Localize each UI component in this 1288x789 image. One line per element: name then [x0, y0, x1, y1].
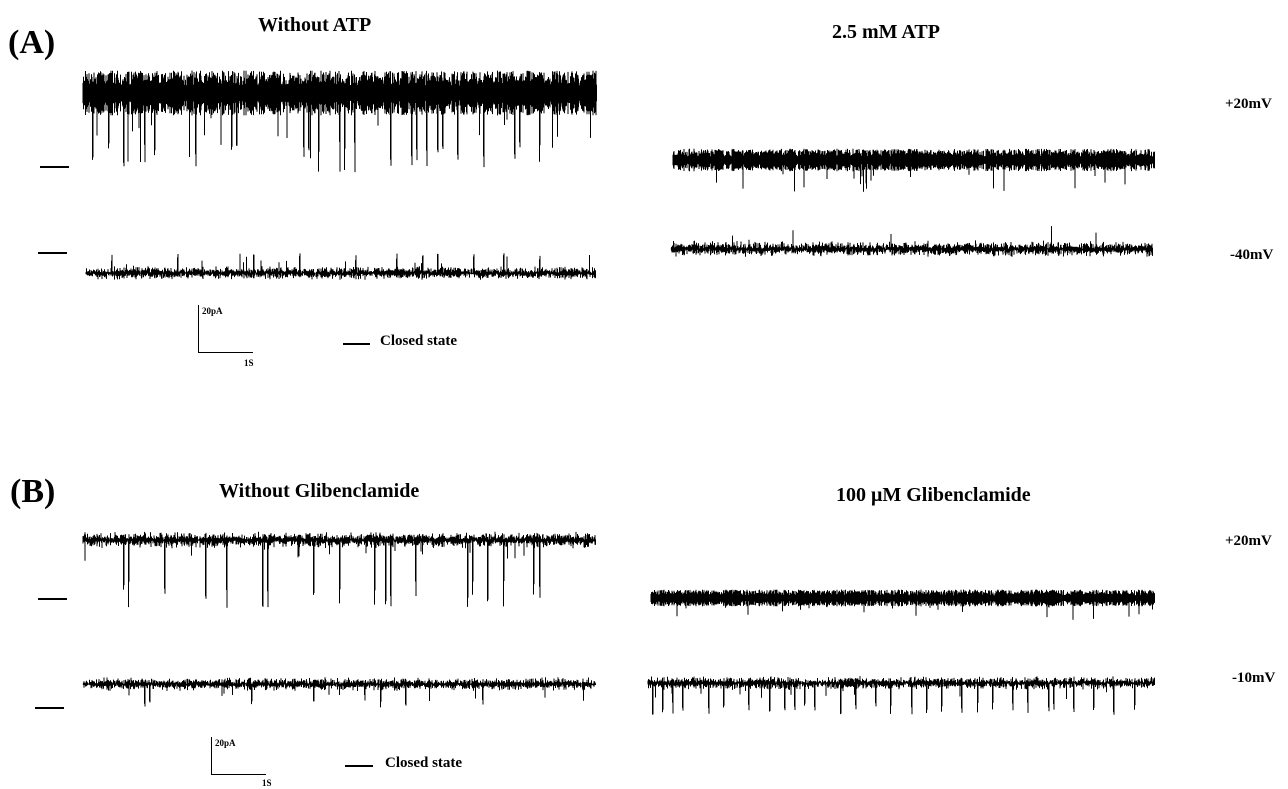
- panel-a-treated-title: 2.5 mM ATP: [832, 21, 940, 43]
- panel-a-legend-line: [343, 343, 370, 345]
- panel-b-closed-marker-top: [38, 598, 67, 600]
- panel-a-control-trace-top: [82, 70, 597, 173]
- panel-b-control-trace-bottom: [82, 677, 596, 708]
- panel-a-legend-text: Closed state: [380, 333, 458, 349]
- panel-a-scale-time: 1S: [244, 358, 254, 368]
- panel-a-control-title: Without ATP: [258, 14, 372, 36]
- panel-a-closed-marker-bottom: [38, 252, 67, 254]
- panel-b-legend-line: [345, 765, 373, 767]
- panel-b-scale-current: 20pA: [215, 738, 236, 748]
- panel-a-scale-current: 20pA: [202, 306, 223, 316]
- panel-b-legend-text: Closed state: [385, 755, 463, 771]
- panel-b-closed-marker-bottom: [35, 707, 64, 709]
- panel-b-control-trace-top: [82, 531, 596, 608]
- panel-b-treated-trace-top: [650, 589, 1155, 620]
- panel-b-scale-bar: [211, 737, 271, 777]
- panel-a-treated-trace-bottom: [670, 226, 1153, 257]
- panel-b-label: (B): [10, 473, 56, 510]
- panel-a-treated-trace-top: [672, 148, 1155, 192]
- panel-a-voltage-top: +20mV: [1225, 96, 1272, 112]
- panel-a-closed-marker-top: [40, 166, 69, 168]
- panel-a-voltage-bottom: -40mV: [1230, 247, 1274, 263]
- panel-b-control-title: Without Glibenclamide: [219, 480, 420, 502]
- panel-a-control-trace-bottom: [85, 253, 596, 280]
- panel-b-treated-trace-bottom: [647, 676, 1155, 715]
- panel-b-voltage-bottom: -10mV: [1232, 670, 1276, 686]
- panel-b-scale-time: 1S: [262, 778, 272, 788]
- panel-b-voltage-top: +20mV: [1225, 533, 1272, 549]
- panel-b-treated-title: 100 μM Glibenclamide: [836, 484, 1031, 506]
- panel-a-scale-bar: [198, 305, 258, 355]
- panel-a-label: (A): [8, 24, 56, 61]
